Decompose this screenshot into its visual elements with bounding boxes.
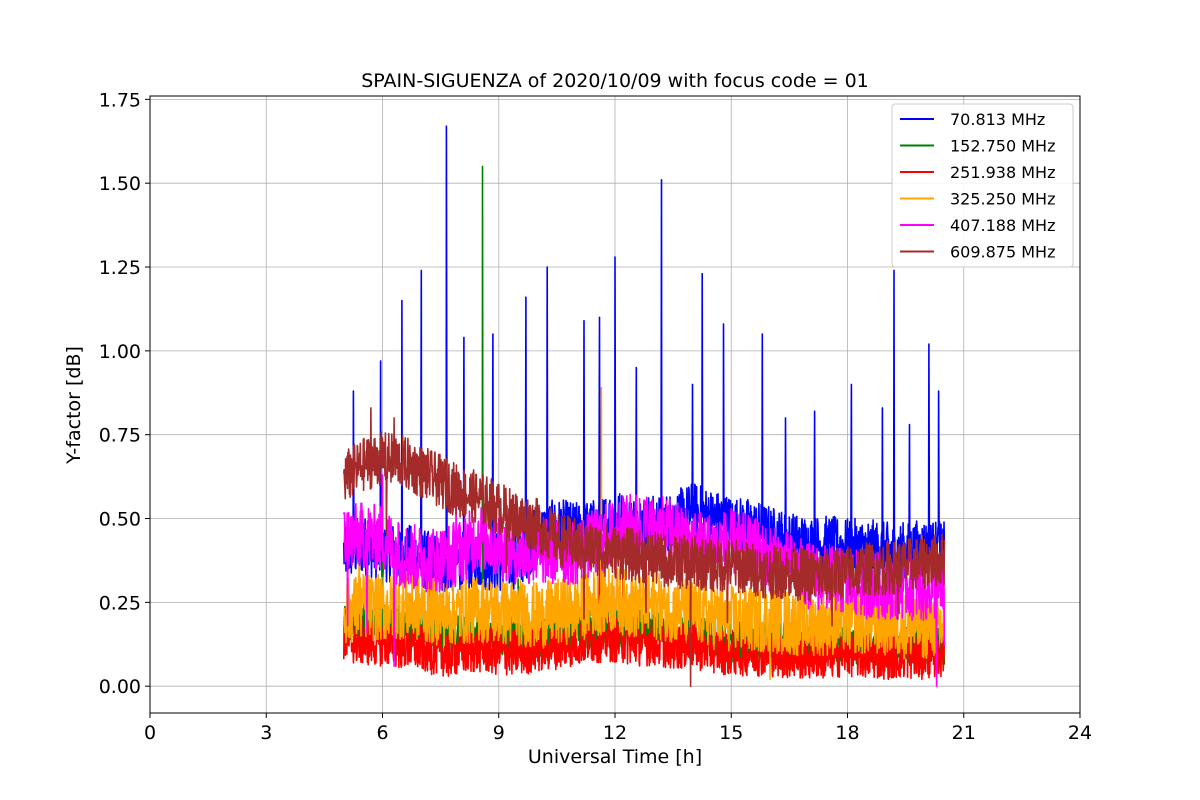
- legend-label: 251.938 MHz: [950, 163, 1055, 182]
- series-line-3: [343, 386, 946, 681]
- y-tick-label: 0.75: [99, 425, 141, 447]
- legend-label: 325.250 MHz: [950, 190, 1055, 209]
- x-tick-label: 6: [376, 722, 388, 744]
- series-line-5: [343, 407, 946, 687]
- legend-label: 407.188 MHz: [950, 216, 1055, 235]
- legend-label: 70.813 MHz: [950, 110, 1045, 129]
- axis-ticks: 0 3 6 9 12 15 18 21 24 0.00 0.25 0.50 0.75 1.00 1.25 1.…: [99, 89, 1092, 744]
- legend-label: 609.875 MHz: [950, 243, 1055, 262]
- y-tick-label: 1.00: [99, 341, 141, 363]
- x-tick-label: 0: [144, 722, 156, 744]
- series-layer: [343, 125, 946, 687]
- x-tick-label: 15: [719, 722, 743, 744]
- y-tick-label: 1.75: [99, 89, 141, 111]
- x-axis-label: Universal Time [h]: [528, 746, 702, 768]
- x-tick-label: 3: [260, 722, 272, 744]
- legend-box: [891, 103, 1074, 268]
- x-tick-label: 12: [603, 722, 627, 744]
- x-tick-label: 18: [835, 722, 859, 744]
- y-tick-label: 0.50: [99, 509, 141, 531]
- y-tick-label: 1.50: [99, 173, 141, 195]
- legend: 70.813 MHz 152.750 MHz 251.938 MHz 325.250 …: [891, 103, 1074, 268]
- x-tick-label: 21: [952, 722, 976, 744]
- y-tick-label: 1.25: [99, 257, 141, 279]
- x-tick-label: 24: [1068, 722, 1092, 744]
- y-axis-label: Y-factor [dB]: [63, 346, 85, 465]
- x-tick-label: 9: [493, 722, 505, 744]
- chart-title: SPAIN-SIGUENZA of 2020/10/09 with focus …: [361, 70, 869, 92]
- y-tick-label: 0.00: [99, 676, 141, 698]
- legend-label: 152.750 MHz: [950, 137, 1055, 156]
- y-tick-label: 0.25: [99, 592, 141, 614]
